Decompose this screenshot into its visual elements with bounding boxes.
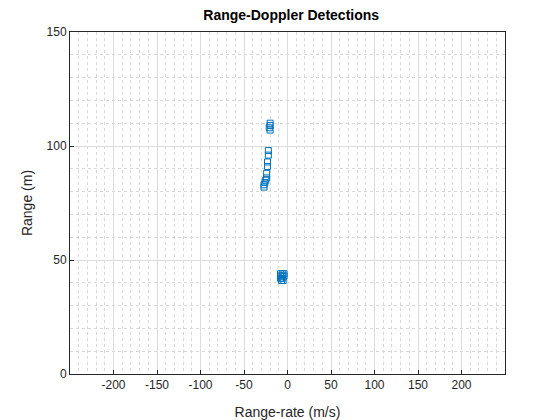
svg-text:50: 50	[53, 253, 67, 267]
svg-text:Range (m): Range (m)	[19, 170, 35, 236]
svg-text:100: 100	[364, 378, 384, 392]
svg-text:150: 150	[47, 25, 67, 39]
svg-text:50: 50	[324, 378, 338, 392]
svg-text:-100: -100	[188, 378, 212, 392]
svg-text:Range-rate (m/s): Range-rate (m/s)	[235, 404, 341, 420]
svg-text:-150: -150	[145, 378, 169, 392]
svg-text:0: 0	[60, 367, 67, 381]
svg-text:-50: -50	[235, 378, 253, 392]
svg-text:100: 100	[47, 139, 67, 153]
svg-text:0: 0	[284, 378, 291, 392]
svg-text:150: 150	[408, 378, 428, 392]
svg-text:200: 200	[451, 378, 471, 392]
svg-text:-200: -200	[101, 378, 125, 392]
svg-text:Range-Doppler Detections: Range-Doppler Detections	[203, 7, 379, 23]
